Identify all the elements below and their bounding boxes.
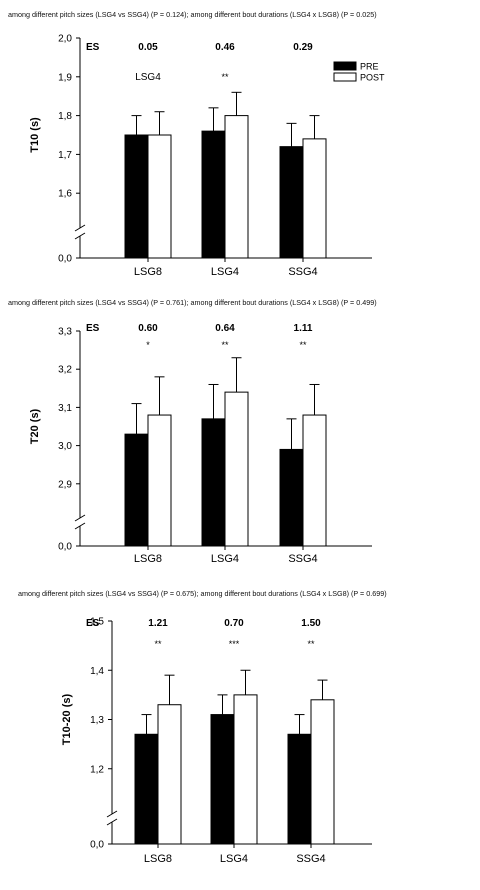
axis-break-mark [74,224,86,232]
bar-chart-t10: 0,0 1,6 1,7 1,8 1,9 2,0 T10 (s) ES LSG8 0.05 LSG4 L… [29,34,385,279]
bar-chart-t20: 0,0 2,9 3,0 3,1 3,2 3,3 T20 (s) ES LSG8 0.60 * LSG4… [29,323,372,565]
y-tick-label: 0,0 [58,254,72,265]
y-axis-label: T10-20 (s) [61,693,73,745]
bar-pre [124,433,149,547]
significance-annotation: LSG4 [135,72,161,83]
es-label: ES [86,618,100,629]
x-tick-label: LSG4 [220,853,248,865]
bar-pre [287,733,312,845]
legend-label: PRE [360,62,379,72]
chart-title: among different pitch sizes (LSG4 vs SSG… [8,10,377,19]
y-tick-label: 1,2 [90,764,104,775]
es-value: 1.11 [294,323,313,334]
bar-chart-t10-20: 0,0 1,2 1,3 1,4 1,5 T10-20 (s) ES LSG8 1.21 ** LSG… [61,617,372,865]
bar-post [302,414,327,547]
x-tick-label: SSG4 [296,853,325,865]
y-axis-label: T20 (s) [29,408,41,444]
bar-pre [124,134,149,259]
y-tick-label: 3,0 [58,441,72,452]
y-tick-label: 3,1 [58,403,72,414]
es-value: 1.21 [148,618,168,629]
significance-annotation: * [146,340,150,350]
legend-swatch [333,72,357,82]
significance-annotation: ** [307,639,315,649]
y-tick-label: 0,0 [90,840,104,851]
es-label: ES [86,323,100,334]
significance-annotation: ** [221,340,229,350]
significance-annotation: *** [229,639,240,649]
bar-post [224,391,249,547]
es-value: 0.64 [215,323,235,334]
y-tick-label: 1,6 [58,189,72,200]
bar-pre [201,130,226,259]
y-tick-label: 1,4 [90,666,104,677]
bar-post [302,138,327,259]
y-tick-label: 1,3 [90,715,104,726]
bar-post [310,699,335,845]
es-label: ES [86,42,100,53]
y-tick-label: 1,9 [58,72,72,83]
es-value: 0.29 [293,42,313,53]
y-tick-label: 3,3 [58,327,72,338]
y-tick-label: 2,0 [58,34,72,45]
bar-post [157,704,182,845]
significance-annotation: ** [221,72,229,82]
x-tick-label: SSG4 [288,553,317,565]
bar-pre [201,418,226,547]
es-value: 0.46 [215,42,235,53]
axis-break-mark [74,514,86,522]
es-value: 0.60 [138,323,158,334]
chart-title: among different pitch sizes (LSG4 vs SSG… [8,298,377,307]
chart-panel-t10: among different pitch sizes (LSG4 vs SSG… [0,0,480,290]
axis-break-mark [106,818,118,826]
bar-pre [134,733,159,845]
x-tick-label: LSG4 [211,266,239,278]
x-tick-label: SSG4 [288,266,317,278]
x-tick-label: LSG8 [134,553,162,565]
legend-swatch [333,61,357,71]
y-tick-label: 0,0 [58,542,72,553]
significance-annotation: ** [154,639,162,649]
x-tick-label: LSG8 [134,266,162,278]
bar-pre [279,448,304,547]
x-tick-label: LSG4 [211,553,239,565]
bar-post [147,414,172,547]
y-axis-label: T10 (s) [29,117,41,153]
chart-panel-t10-20: among different pitch sizes (LSG4 vs SSG… [0,580,480,890]
significance-annotation: ** [299,340,307,350]
es-value: 0.05 [138,42,158,53]
es-value: 0.70 [224,618,244,629]
bar-post [147,134,172,259]
axis-break-mark [106,810,118,818]
axis-break-mark [74,232,86,240]
legend-label: POST [360,73,385,83]
y-tick-label: 1,7 [58,150,72,161]
axis-break-mark [74,522,86,530]
chart-panel-t20: among different pitch sizes (LSG4 vs SSG… [0,290,480,580]
chart-title: among different pitch sizes (LSG4 vs SSG… [18,589,387,598]
es-value: 1.50 [301,618,321,629]
bar-pre [279,146,304,259]
bar-post [224,115,249,259]
bar-pre [210,714,235,845]
y-tick-label: 3,2 [58,365,72,376]
y-tick-label: 1,8 [58,111,72,122]
y-tick-label: 1,5 [90,617,104,628]
y-tick-label: 2,9 [58,479,72,490]
x-tick-label: LSG8 [144,853,172,865]
bar-post [233,694,258,845]
